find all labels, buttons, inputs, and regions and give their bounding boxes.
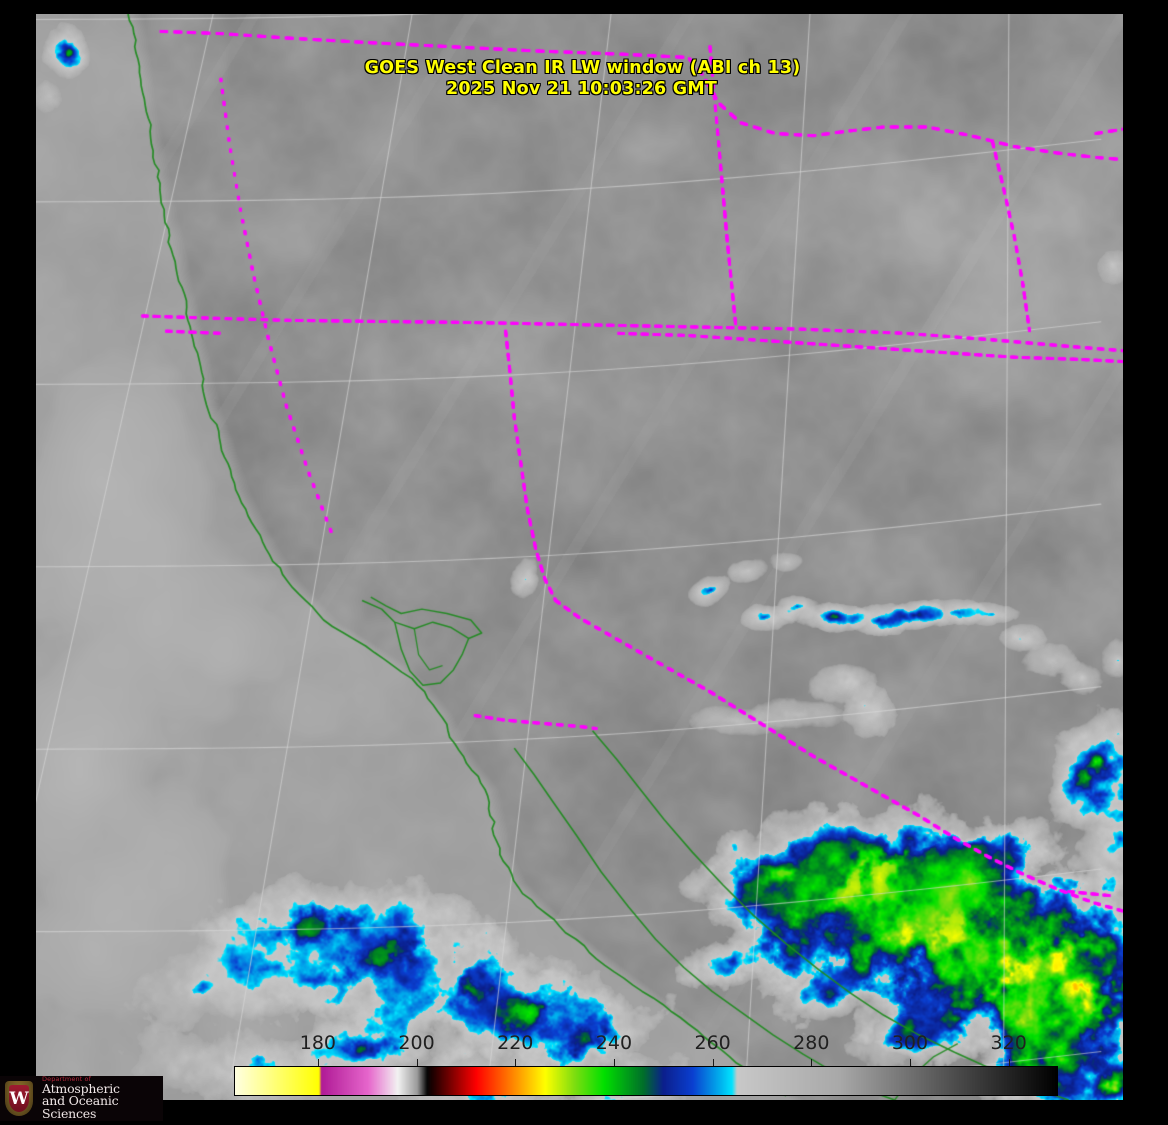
uw-crest-icon: W [2,1079,36,1119]
logo-line-2: and Oceanic Sciences [42,1093,119,1121]
colorbar-tick-label-260: 260 [694,1032,731,1054]
colorbar-gradient-raster [235,1067,1057,1095]
colorbar-tick-marks [234,1059,1058,1067]
colorbar-tick-300 [909,1059,911,1066]
uw-aos-logo-plate: W Department of Atmospheric and Oceanic … [0,1076,163,1121]
logo-department-kicker: Department of [42,1076,91,1084]
colorbar-gradient [234,1066,1058,1096]
logo-text-block: Department of Atmospheric and Oceanic Sc… [42,1076,163,1121]
logo-line-1: Atmospheric [42,1080,120,1096]
colorbar [234,1066,1058,1096]
colorbar-tick-label-300: 300 [891,1032,929,1054]
colorbar-tick-220 [515,1059,517,1066]
crest-shield-inner [9,1084,29,1112]
colorbar-tick-label-180: 180 [299,1032,337,1054]
satellite-image-panel [36,14,1123,1100]
colorbar-tick-label-240: 240 [595,1032,633,1054]
colorbar-tick-label-220: 220 [497,1032,534,1054]
crest-letter: W [9,1088,29,1109]
colorbar-tick-320 [1008,1059,1010,1066]
colorbar-tick-280 [811,1059,813,1066]
colorbar-tick-label-320: 320 [990,1032,1027,1054]
colorbar-tick-180 [317,1059,319,1066]
colorbar-tick-240 [613,1059,615,1066]
colorbar-tick-260 [712,1059,714,1066]
colorbar-tick-label-200: 200 [398,1032,435,1054]
colorbar-tick-label-280: 280 [793,1032,830,1054]
colorbar-tick-labels: 180 200 220 240 260 280 300 320 [0,1032,1168,1058]
satellite-ir-raster [36,14,1123,1100]
colorbar-tick-200 [416,1059,418,1066]
